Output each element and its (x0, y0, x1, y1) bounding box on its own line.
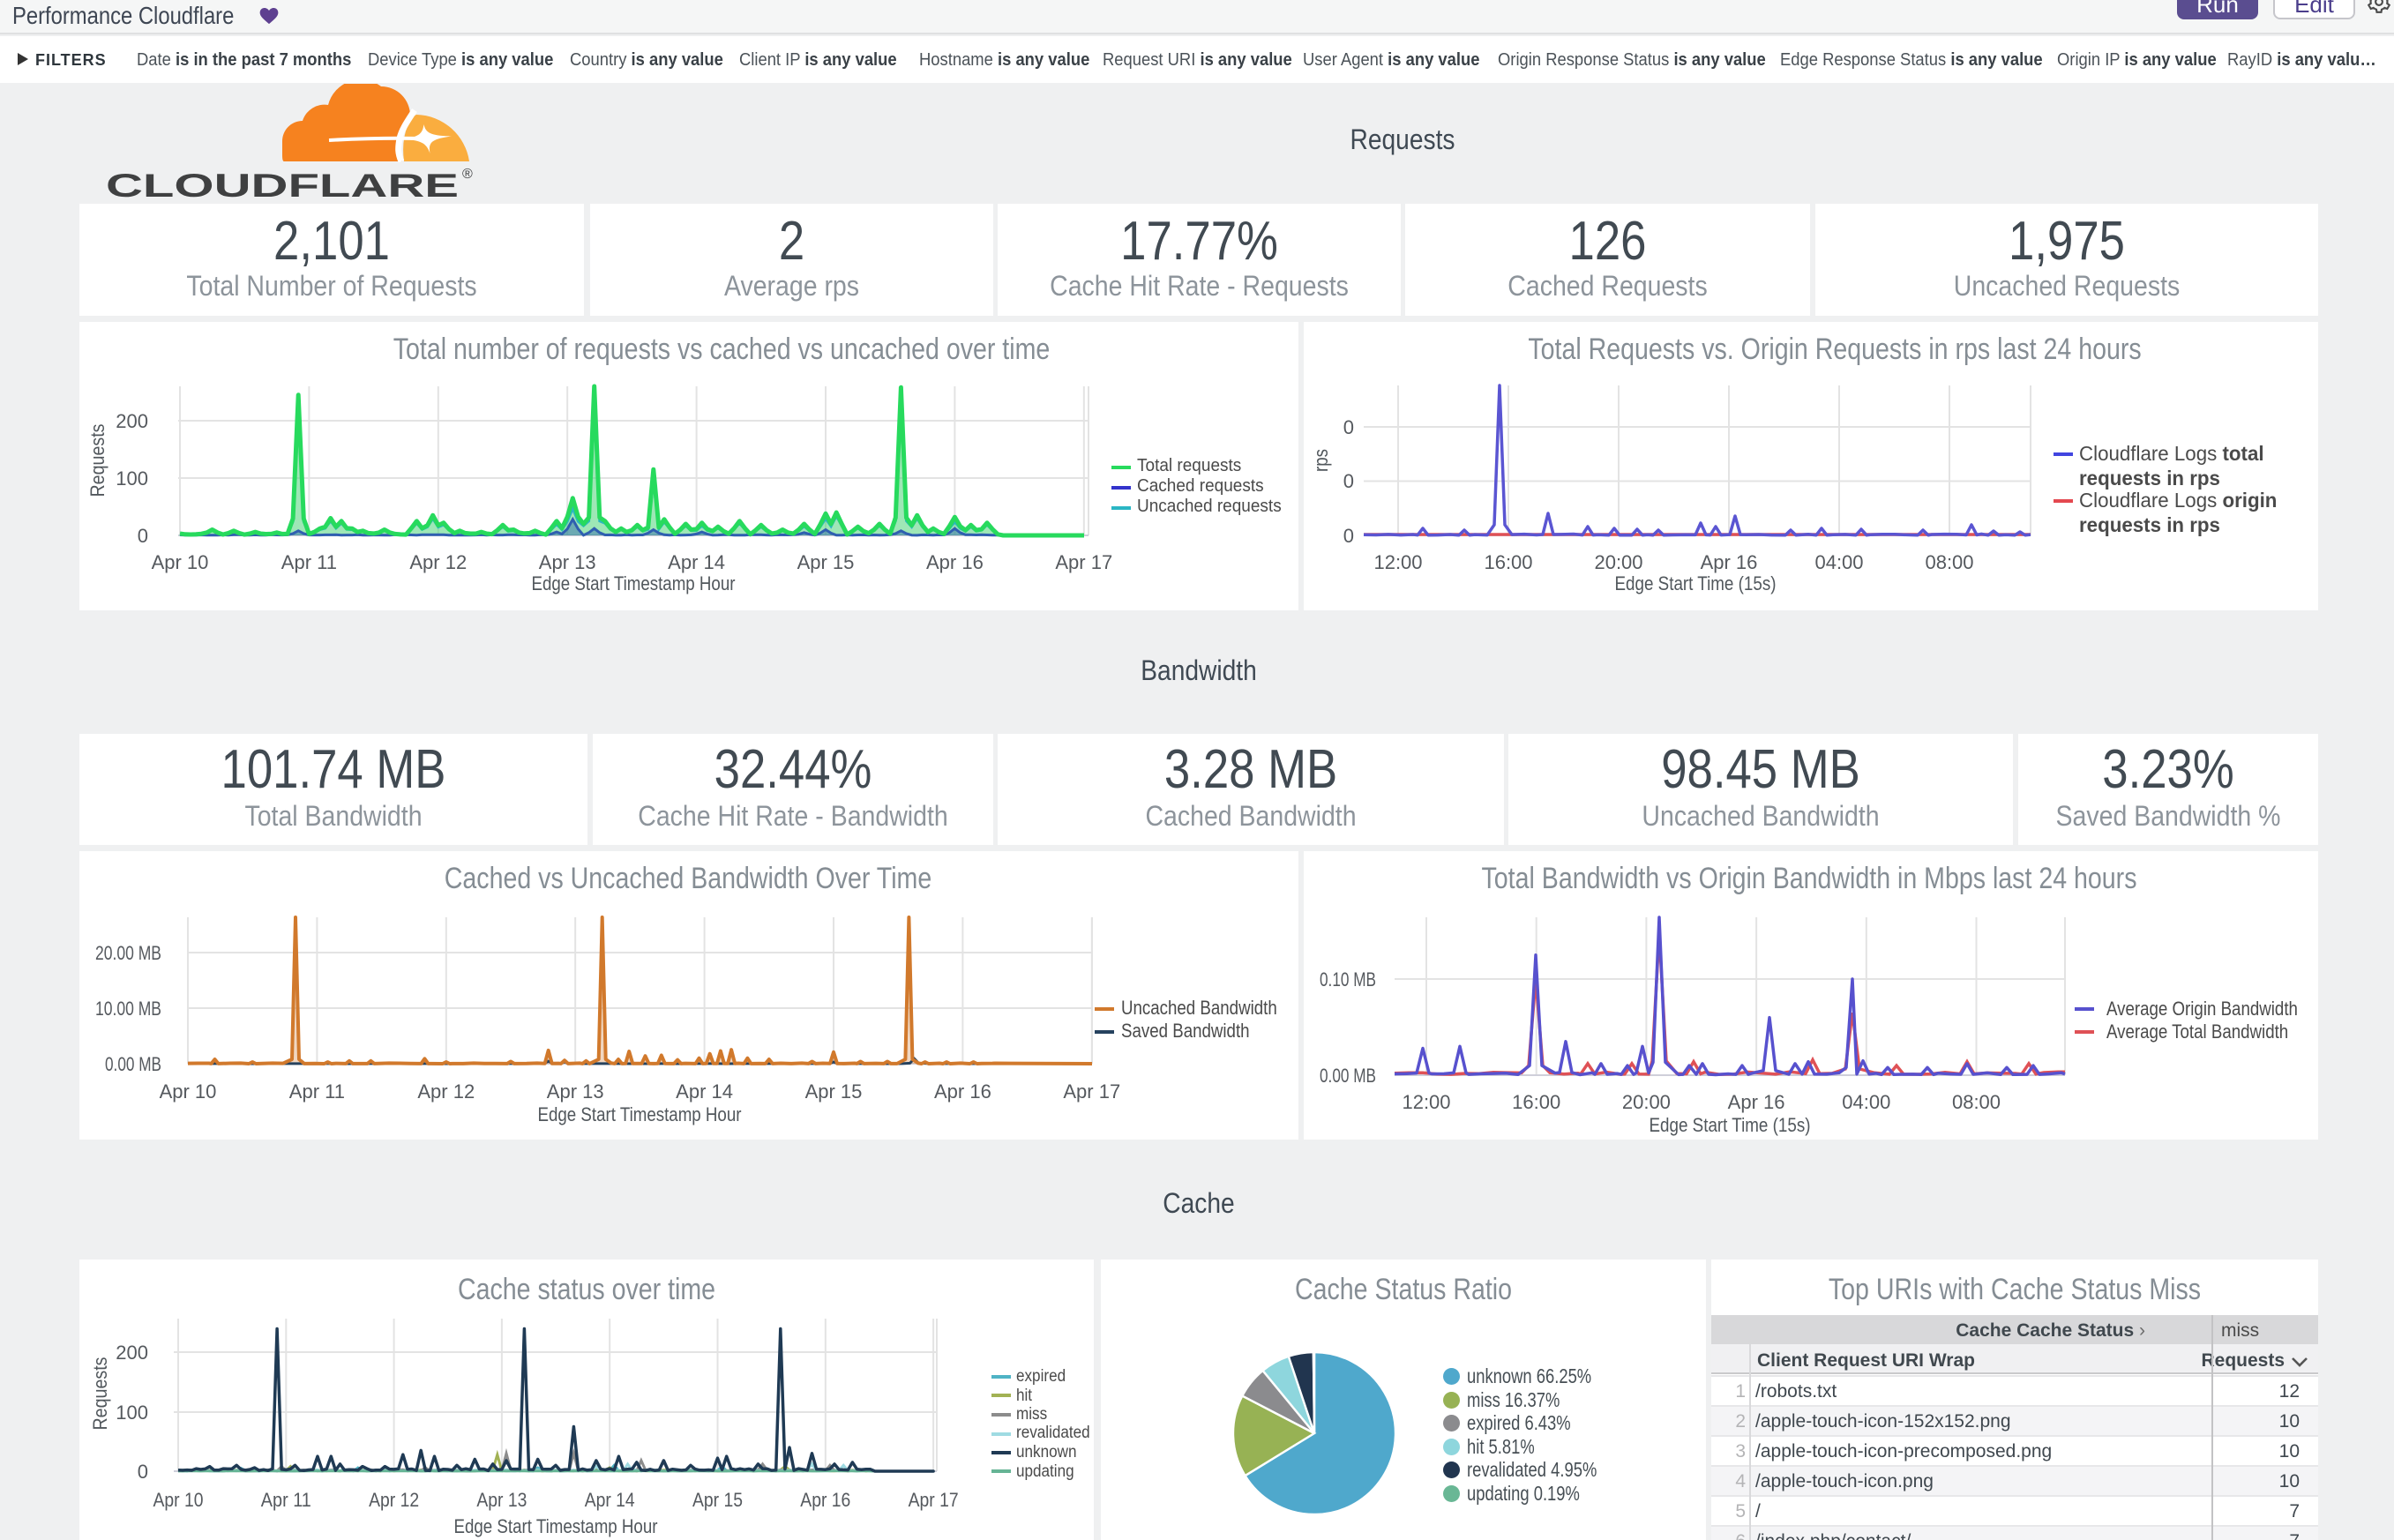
svg-text:CLOUDFLARE: CLOUDFLARE (106, 168, 459, 203)
svg-text:Apr 17: Apr 17 (1063, 1080, 1120, 1103)
svg-text:Requests: Requests (89, 1357, 111, 1431)
svg-text:0.00 MB: 0.00 MB (1320, 1065, 1376, 1087)
svg-text:Apr 14: Apr 14 (676, 1080, 733, 1103)
svg-text:Requests: Requests (86, 424, 108, 497)
svg-text:Apr 15: Apr 15 (805, 1080, 863, 1103)
svg-text:200: 200 (116, 410, 148, 432)
svg-text:Apr 11: Apr 11 (261, 1489, 311, 1511)
svg-text:0.10 MB: 0.10 MB (1320, 968, 1376, 991)
svg-text:Apr 10: Apr 10 (160, 1080, 217, 1103)
svg-text:0: 0 (1343, 416, 1354, 438)
svg-text:08:00: 08:00 (1925, 551, 1973, 573)
svg-text:16:00: 16:00 (1484, 551, 1532, 573)
svg-text:100: 100 (116, 467, 148, 490)
svg-text:0: 0 (138, 525, 148, 547)
svg-text:Apr 11: Apr 11 (289, 1080, 345, 1103)
svg-text:Apr 13: Apr 13 (476, 1489, 527, 1511)
svg-text:10.00 MB: 10.00 MB (95, 998, 161, 1020)
svg-text:Apr 10: Apr 10 (153, 1489, 204, 1511)
svg-text:Apr 13: Apr 13 (547, 1080, 604, 1103)
svg-text:0: 0 (1343, 470, 1354, 492)
svg-text:0.00 MB: 0.00 MB (105, 1053, 161, 1075)
svg-text:Apr 12: Apr 12 (369, 1489, 419, 1511)
svg-text:200: 200 (116, 1342, 148, 1364)
svg-text:Apr 16: Apr 16 (926, 551, 984, 573)
svg-text:Edge Start Timestamp Hour: Edge Start Timestamp Hour (538, 1103, 742, 1125)
svg-text:Apr 12: Apr 12 (417, 1080, 475, 1103)
svg-text:04:00: 04:00 (1842, 1091, 1890, 1113)
svg-text:Edge Start Timestamp Hour: Edge Start Timestamp Hour (532, 572, 736, 594)
svg-text:20:00: 20:00 (1594, 551, 1642, 573)
svg-text:08:00: 08:00 (1952, 1091, 2001, 1113)
svg-text:Apr 13: Apr 13 (539, 551, 596, 573)
svg-text:Apr 14: Apr 14 (585, 1489, 635, 1511)
svg-text:Edge Start Time (15s): Edge Start Time (15s) (1615, 572, 1777, 594)
svg-text:Apr 12: Apr 12 (409, 551, 467, 573)
svg-text:Edge Start Timestamp Hour: Edge Start Timestamp Hour (454, 1515, 658, 1537)
svg-text:20:00: 20:00 (1622, 1091, 1671, 1113)
svg-text:Apr 17: Apr 17 (909, 1489, 959, 1511)
svg-text:100: 100 (116, 1402, 148, 1424)
svg-text:Edge Start Time (15s): Edge Start Time (15s) (1650, 1114, 1811, 1136)
svg-text:®: ® (462, 167, 473, 182)
svg-text:Apr 17: Apr 17 (1055, 551, 1112, 573)
svg-text:Apr 14: Apr 14 (668, 551, 725, 573)
svg-text:Apr 16: Apr 16 (800, 1489, 850, 1511)
svg-text:Apr 15: Apr 15 (797, 551, 855, 573)
svg-text:12:00: 12:00 (1373, 551, 1422, 573)
svg-text:Apr 16: Apr 16 (1701, 551, 1758, 573)
svg-text:0: 0 (1343, 525, 1354, 547)
svg-text:12:00: 12:00 (1402, 1091, 1450, 1113)
svg-text:Apr 16: Apr 16 (1728, 1091, 1785, 1113)
svg-text:0: 0 (138, 1461, 148, 1483)
svg-text:rps: rps (1310, 449, 1332, 472)
svg-text:04:00: 04:00 (1814, 551, 1863, 573)
svg-text:Apr 11: Apr 11 (281, 551, 337, 573)
svg-text:20.00 MB: 20.00 MB (95, 942, 161, 964)
svg-text:Apr 10: Apr 10 (152, 551, 209, 573)
svg-text:Apr 16: Apr 16 (934, 1080, 991, 1103)
svg-text:16:00: 16:00 (1512, 1091, 1560, 1113)
svg-text:Apr 15: Apr 15 (692, 1489, 743, 1511)
